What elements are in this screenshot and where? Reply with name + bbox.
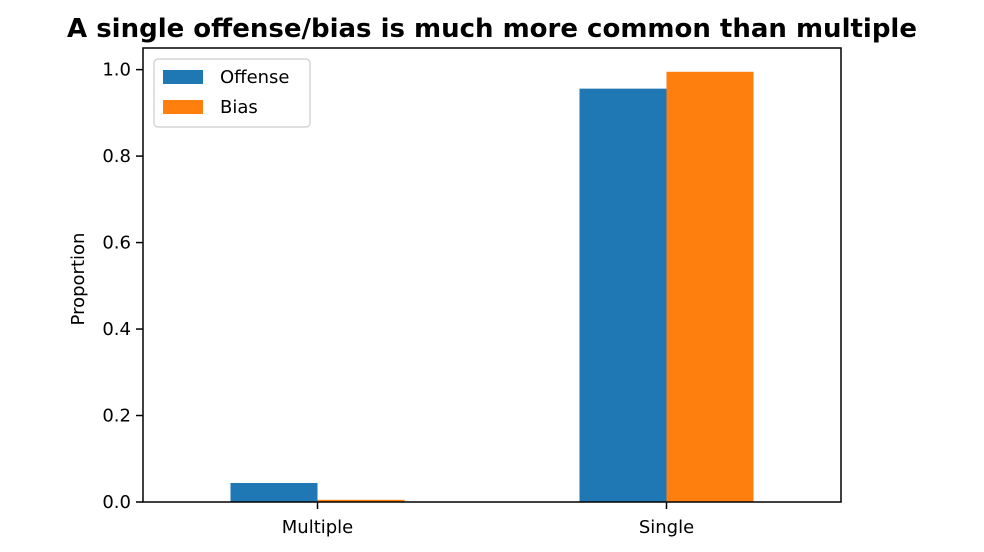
legend-label-offense: Offense [220, 67, 290, 88]
legend-swatch-bias [163, 100, 203, 114]
bar-offense-single [579, 88, 667, 503]
axes-frame [142, 47, 842, 503]
legend-swatch-offense [163, 70, 203, 84]
x-tick-label-multiple: Multiple [282, 517, 354, 538]
bar-offense-multiple [230, 482, 318, 502]
y-tick-label: 0.6 [102, 233, 131, 254]
y-tick-label: 0.0 [102, 492, 131, 513]
legend-label-bias: Bias [220, 97, 258, 118]
bar-bias-single [666, 71, 754, 503]
y-axis-label: Proportion [68, 233, 89, 326]
chart-title: A single offense/bias is much more commo… [67, 14, 917, 44]
y-tick-label: 1.0 [102, 60, 131, 81]
plot-area: 0.0 0.2 0.4 0.6 0.8 1.0 Multiple Single [102, 47, 842, 538]
bar-bias-multiple [317, 499, 405, 502]
y-tick-label: 0.4 [102, 319, 131, 340]
y-tick-label: 0.8 [102, 146, 131, 167]
y-tick-label: 0.2 [102, 406, 131, 427]
x-tick-label-single: Single [639, 517, 694, 538]
legend: Offense Bias [153, 58, 311, 128]
